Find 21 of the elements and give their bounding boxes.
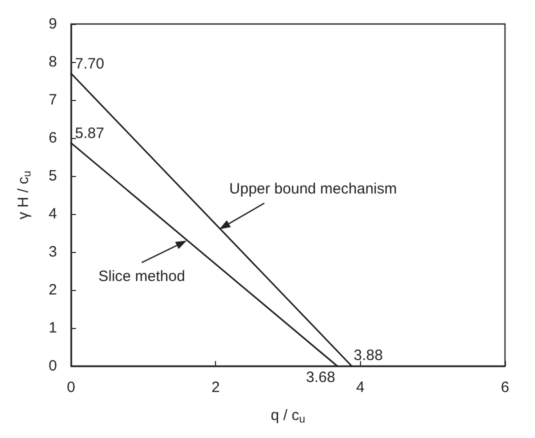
x-tick-label: 6 — [500, 379, 510, 396]
annotation: 3.88 — [354, 347, 383, 364]
y-tick-label: 8 — [48, 54, 57, 70]
annotation: Upper bound mechanism — [229, 180, 397, 198]
y-tick-label: 0 — [48, 358, 57, 374]
x-tick-label: 0 — [66, 379, 76, 396]
y-tick-label: 6 — [48, 130, 57, 146]
annotation: 3.68 — [306, 369, 336, 386]
x-tick-label: 2 — [211, 379, 220, 396]
y-tick-label: 7 — [48, 92, 57, 108]
annotation: 5.87 — [75, 124, 104, 142]
y-tick-label: 2 — [48, 282, 57, 298]
y-tick-label: 3 — [48, 244, 57, 260]
y-axis-title: γ H / cu — [15, 170, 34, 220]
y-tick-label: 4 — [48, 206, 57, 222]
y-tick-label: 9 — [48, 16, 57, 32]
annotation: 7.70 — [75, 55, 104, 72]
x-tick-label: 4 — [356, 379, 365, 396]
y-tick-label: 1 — [48, 320, 57, 336]
y-tick-label: 5 — [48, 168, 57, 184]
annotation: Slice method — [98, 268, 186, 286]
